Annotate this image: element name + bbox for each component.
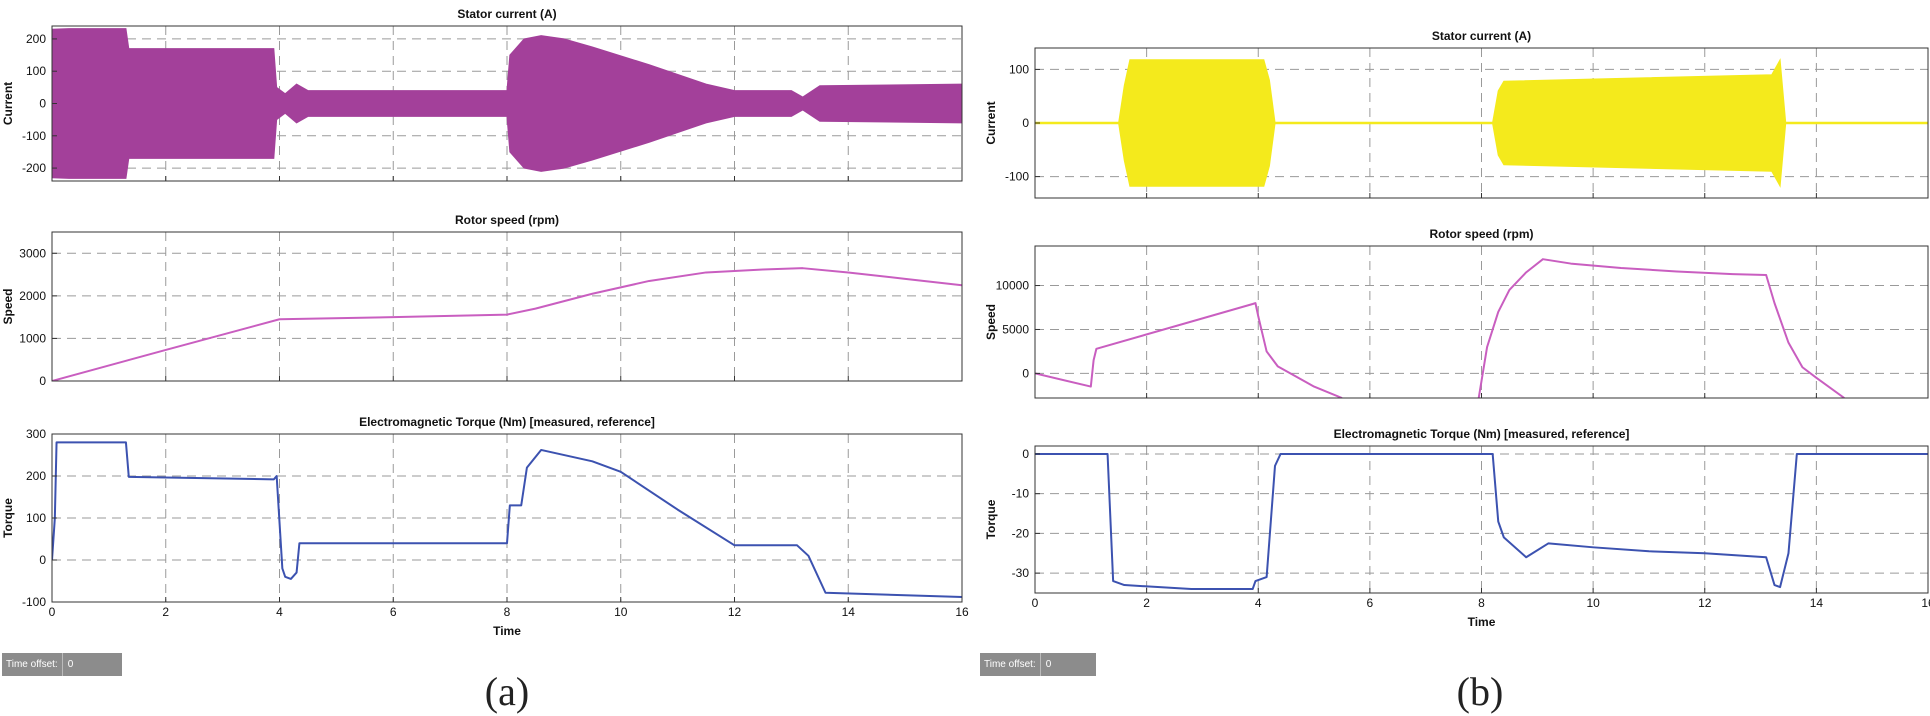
x-tick-label: 0 bbox=[49, 605, 56, 619]
y-tick-label: 200 bbox=[26, 32, 46, 46]
y-tick-label: -30 bbox=[1012, 566, 1030, 580]
x-tick-label: 16 bbox=[1921, 596, 1930, 610]
x-tick-label: 4 bbox=[1255, 596, 1262, 610]
y-tick-label: 0 bbox=[1022, 447, 1029, 461]
chart-title: Electromagnetic Torque (Nm) [measured, r… bbox=[1334, 427, 1630, 441]
y-tick-label: 0 bbox=[1022, 116, 1029, 130]
y-tick-label: 0 bbox=[39, 97, 46, 111]
chart-b-3: -100 0 100 Stator current (A) Current bbox=[984, 29, 1929, 199]
x-tick-label: 6 bbox=[1367, 596, 1374, 610]
time-offset-label: Time offset: bbox=[2, 653, 63, 676]
y-tick-label: 100 bbox=[26, 64, 46, 78]
y-tick-label: 3000 bbox=[19, 246, 46, 260]
y-tick-label: 100 bbox=[26, 511, 46, 525]
chart-title: Stator current (A) bbox=[457, 7, 556, 21]
y-axis-label: Torque bbox=[984, 499, 998, 539]
x-tick-label: 8 bbox=[504, 605, 511, 619]
y-tick-label: -100 bbox=[22, 595, 46, 609]
y-tick-label: -20 bbox=[1012, 526, 1030, 540]
series-group bbox=[1035, 452, 1928, 591]
time-offset-control-a[interactable]: Time offset: 0 bbox=[2, 653, 122, 676]
series-group bbox=[52, 28, 962, 179]
x-tick-label: 16 bbox=[955, 605, 969, 619]
chart-title: Stator current (A) bbox=[1432, 29, 1531, 43]
x-tick-label: 14 bbox=[842, 605, 856, 619]
y-tick-label: 10000 bbox=[996, 279, 1030, 293]
x-tick-label: 6 bbox=[390, 605, 397, 619]
y-tick-label: 0 bbox=[39, 553, 46, 567]
panel-caption-a: (a) bbox=[484, 669, 530, 714]
x-tick-label: 14 bbox=[1810, 596, 1824, 610]
x-tick-label: 2 bbox=[1143, 596, 1150, 610]
x-tick-label: 0 bbox=[1032, 596, 1039, 610]
x-tick-label: 2 bbox=[162, 605, 169, 619]
chart-title: Rotor speed (rpm) bbox=[1429, 227, 1533, 241]
chart-a-0: -200 -100 0 100 200 Stator current (A) Current bbox=[1, 7, 963, 182]
chart-b-4: 0 5000 10000 Rotor speed (rpm) Speed bbox=[984, 227, 1929, 399]
y-tick-label: 200 bbox=[26, 469, 46, 483]
y-tick-label: 300 bbox=[26, 427, 46, 441]
series-group bbox=[1035, 58, 1928, 188]
y-tick-label: 2000 bbox=[19, 289, 46, 303]
time-offset-value[interactable]: 0 bbox=[1045, 659, 1052, 670]
y-axis-label: Speed bbox=[984, 304, 998, 340]
y-axis-label: Current bbox=[1, 82, 15, 125]
y-tick-label: -100 bbox=[1005, 170, 1029, 184]
y-tick-label: -200 bbox=[22, 161, 46, 175]
chart-a-1: 0 1000 2000 3000 Rotor speed (rpm) Speed bbox=[1, 213, 963, 388]
y-axis-label: Torque bbox=[1, 498, 15, 538]
time-offset-control-b[interactable]: Time offset: 0 bbox=[980, 653, 1096, 676]
chart-title: Electromagnetic Torque (Nm) [measured, r… bbox=[359, 415, 655, 429]
y-tick-label: -10 bbox=[1012, 487, 1030, 501]
y-tick-label: 5000 bbox=[1002, 322, 1029, 336]
series-line bbox=[52, 267, 962, 381]
x-tick-label: 10 bbox=[614, 605, 628, 619]
panel-caption-b: (b) bbox=[1456, 669, 1504, 714]
y-tick-label: 0 bbox=[39, 374, 46, 388]
y-tick-label: 100 bbox=[1009, 62, 1029, 76]
series-line bbox=[1477, 258, 1845, 398]
y-axis-label: Speed bbox=[1, 288, 15, 324]
chart-title: Rotor speed (rpm) bbox=[455, 213, 559, 227]
x-tick-label: 12 bbox=[728, 605, 742, 619]
y-tick-label: 0 bbox=[1022, 366, 1029, 380]
x-tick-label: 8 bbox=[1478, 596, 1485, 610]
chart-b-5: -30 -20 -10 0 0 2 4 6 8 10 12 14 16 Electromagnetic T… bbox=[984, 427, 1930, 629]
x-axis-label: Time bbox=[1468, 615, 1496, 629]
time-offset-label: Time offset: bbox=[980, 653, 1041, 676]
series-line bbox=[1035, 452, 1928, 591]
x-tick-label: 4 bbox=[276, 605, 283, 619]
x-tick-label: 10 bbox=[1586, 596, 1600, 610]
y-axis-label: Current bbox=[984, 101, 998, 144]
time-offset-value[interactable]: 0 bbox=[67, 659, 74, 670]
y-tick-label: -100 bbox=[22, 129, 46, 143]
y-tick-label: 1000 bbox=[19, 331, 46, 345]
x-axis-label: Time bbox=[493, 624, 521, 638]
series-group bbox=[52, 441, 962, 598]
x-tick-label: 12 bbox=[1698, 596, 1712, 610]
